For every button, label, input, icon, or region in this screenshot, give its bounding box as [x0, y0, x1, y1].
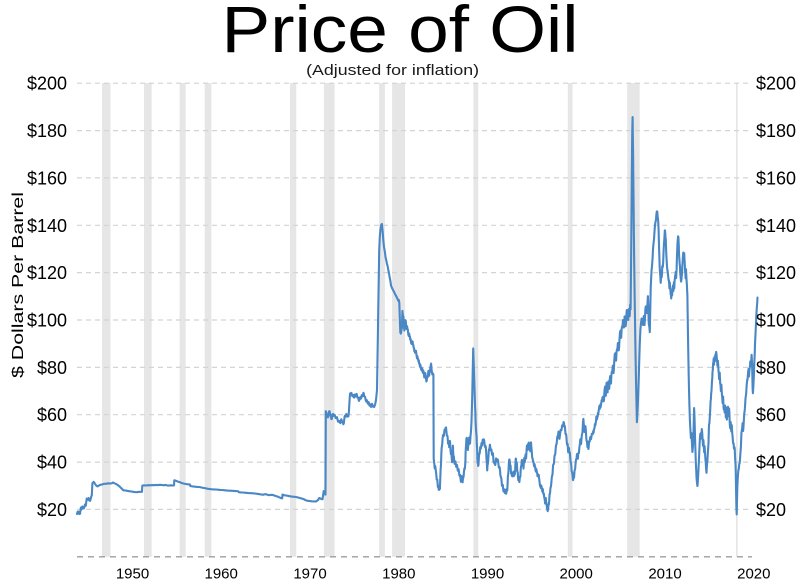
svg-text:$120: $120	[27, 263, 67, 283]
svg-text:$60: $60	[756, 405, 786, 425]
svg-text:$20: $20	[37, 500, 67, 520]
svg-text:$160: $160	[27, 168, 67, 188]
svg-text:1950: 1950	[116, 566, 149, 583]
svg-text:$180: $180	[756, 121, 796, 141]
svg-text:$200: $200	[27, 74, 67, 94]
svg-text:$160: $160	[756, 168, 796, 188]
svg-text:1970: 1970	[293, 566, 326, 583]
svg-text:2010: 2010	[648, 566, 681, 583]
svg-text:$100: $100	[756, 311, 796, 331]
svg-text:$120: $120	[756, 263, 796, 283]
svg-text:2000: 2000	[560, 566, 593, 583]
svg-text:$200: $200	[756, 74, 796, 94]
svg-text:Price of Oil: Price of Oil	[222, 0, 579, 66]
svg-text:$180: $180	[27, 121, 67, 141]
svg-text:$140: $140	[27, 216, 67, 236]
svg-text:2020: 2020	[737, 566, 770, 583]
svg-text:$60: $60	[37, 405, 67, 425]
svg-text:1980: 1980	[382, 566, 415, 583]
svg-text:$100: $100	[27, 311, 67, 331]
svg-text:$40: $40	[37, 453, 67, 473]
svg-text:(Adjusted for inflation): (Adjusted for inflation)	[306, 62, 479, 79]
svg-text:$20: $20	[756, 500, 786, 520]
svg-text:$140: $140	[756, 216, 796, 236]
svg-text:1990: 1990	[471, 566, 504, 583]
svg-text:$80: $80	[37, 358, 67, 378]
svg-text:$ Dollars Per Barrel: $ Dollars Per Barrel	[10, 192, 27, 378]
svg-text:$40: $40	[756, 453, 786, 473]
svg-text:1960: 1960	[205, 566, 238, 583]
svg-text:$80: $80	[756, 358, 786, 378]
